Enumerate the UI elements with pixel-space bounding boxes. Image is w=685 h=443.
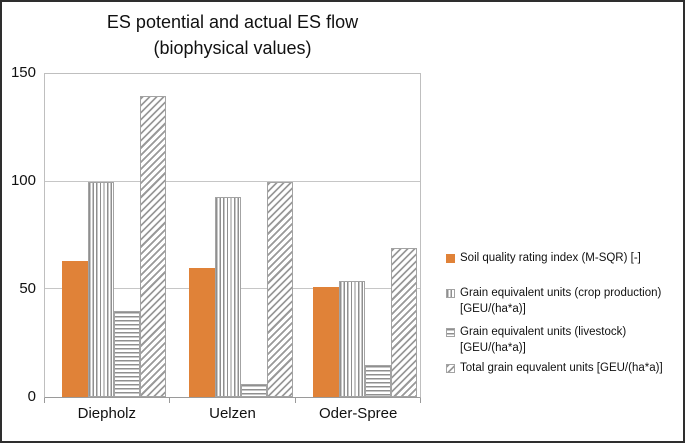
gridline-100	[45, 180, 420, 182]
legend-swatch-livestock	[446, 328, 455, 337]
y-axis-label-50: 50	[19, 280, 36, 297]
bar-oder-spree-crop	[339, 280, 365, 397]
chart-title-line-1: ES potential and actual ES flow	[106, 12, 359, 32]
y-axis-label-150: 150	[10, 64, 36, 81]
bar-uelzen-crop	[215, 196, 241, 397]
legend-label-line: Grain equivalent units (crop production)	[460, 287, 662, 299]
bar-group-diepholz	[62, 74, 166, 397]
legend-entry-sqr: Soil quality rating index (M-SQR) [-]	[446, 251, 641, 267]
bar-diepholz-total	[140, 95, 166, 397]
legend-swatch-total	[446, 364, 455, 373]
category-label-oder-spree: Oder-Spree	[318, 405, 398, 422]
legend-label-line: [GEU/(ha*a)]	[460, 302, 526, 315]
y-axis-label-0: 0	[27, 388, 36, 405]
legend-label-livestock: Grain equivalent units (livestock) [GEU/(…	[460, 325, 626, 356]
x-axis-tick-1	[169, 398, 171, 403]
bar-diepholz-crop	[88, 181, 114, 397]
y-axis-label-100: 100	[10, 172, 36, 189]
legend-entry-livestock: Grain equivalent units (livestock) [GEU/(…	[446, 325, 626, 356]
bar-oder-spree-livestock	[365, 364, 391, 397]
chart-title-line-2: (biophysical values)	[153, 38, 312, 58]
category-label-uelzen: Uelzen	[209, 405, 256, 422]
legend-label-line: [GEU/(ha*a)]	[460, 341, 526, 354]
legend-label-total: Total grain equvalent units [GEU/(ha*a)]	[460, 361, 663, 377]
legend-label-crop: Grain equivalent units (crop production)…	[460, 286, 661, 317]
legend-label-line: Grain equivalent units (livestock)	[460, 326, 627, 338]
bar-diepholz-livestock	[114, 310, 140, 397]
legend-label-line: Total grain equvalent units [GEU/(ha*a)]	[460, 362, 663, 374]
bar-group-oder-spree	[313, 74, 417, 397]
legend-entry-crop: Grain equivalent units (crop production)…	[446, 286, 661, 317]
chart-title: ES potential and actual ES flow (biophys…	[44, 9, 421, 61]
bar-uelzen-livestock	[241, 384, 267, 397]
legend-swatch-crop	[446, 289, 455, 298]
bar-group-uelzen	[189, 74, 293, 397]
legend-entry-total: Total grain equvalent units [GEU/(ha*a)]	[446, 361, 663, 377]
legend-label-sqr: Soil quality rating index (M-SQR) [-]	[460, 251, 641, 267]
plot-area	[44, 73, 421, 398]
legend-swatch-sqr	[446, 254, 455, 263]
bar-diepholz-sqr	[62, 261, 88, 397]
bar-oder-spree-sqr	[313, 287, 339, 397]
bar-uelzen-sqr	[189, 267, 215, 397]
x-axis-tick-0	[44, 398, 45, 403]
category-label-diepholz: Diepholz	[77, 405, 137, 422]
bar-uelzen-total	[267, 181, 293, 397]
x-axis-tick-3	[420, 398, 421, 403]
x-axis-tick-2	[294, 398, 296, 403]
bar-oder-spree-total	[391, 248, 417, 397]
legend-label-line: Soil quality rating index (M-SQR) [-]	[460, 252, 641, 264]
